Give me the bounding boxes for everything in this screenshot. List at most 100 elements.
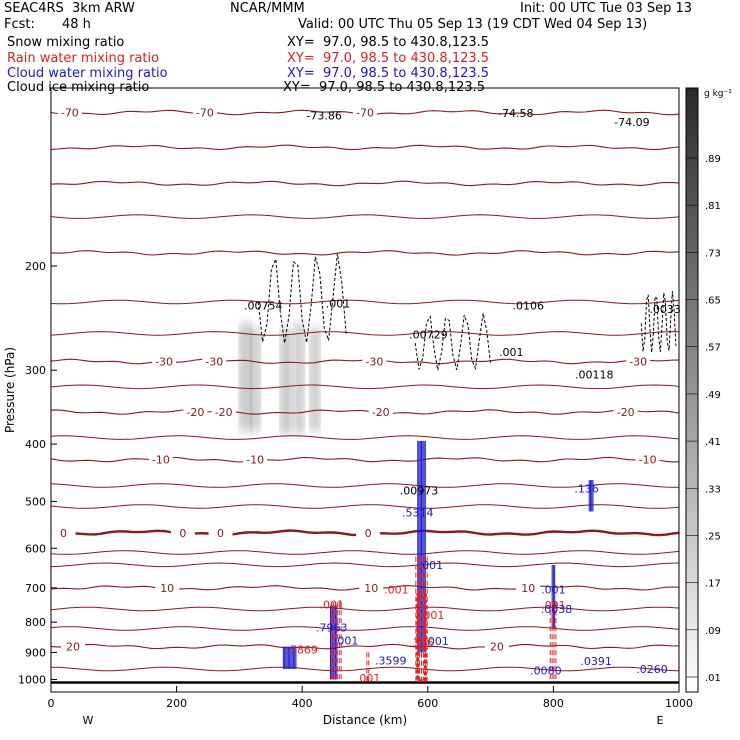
- init-time: Init: 00 UTC Tue 03 Sep 13: [520, 1, 693, 16]
- field-legend-cloud-water: Cloud water mixing ratio: [7, 66, 168, 81]
- temperature-contour-20: [51, 643, 679, 650]
- field-value-label-14: .001: [384, 583, 409, 596]
- temperature-contour-line-7: [51, 550, 679, 555]
- snow-shading-layer: [239, 323, 320, 435]
- contour-label--30-0: -30: [155, 355, 173, 368]
- colorbar-tick-label-1: .81: [705, 201, 721, 212]
- field-value-label-12: .136: [574, 483, 599, 496]
- field-value-label-16: .001: [541, 599, 566, 612]
- contour-label-10-0: 10: [160, 582, 174, 595]
- colorbar-tick-label-7: .33: [705, 484, 721, 495]
- temperature-contour-line-11: [51, 666, 679, 672]
- colorbar-tick-label-5: .49: [705, 390, 721, 401]
- field-value-label-15: .001: [541, 583, 566, 596]
- y-tick-label-900: 900: [25, 646, 46, 659]
- contour-label-20-1: 20: [490, 641, 504, 654]
- contour-label--10-1: -10: [246, 454, 264, 467]
- contour-label-bg: [152, 355, 177, 368]
- x-tick-label-200: 200: [166, 697, 187, 710]
- contour-label-10-1: 10: [364, 582, 378, 595]
- colorbar-tick-label-0: .89: [705, 154, 721, 165]
- temperature-contour-line-9: [51, 606, 679, 612]
- field-value-label-21: .001: [334, 635, 359, 648]
- rain-core: [416, 593, 427, 683]
- hydrometeor-contour-layer: [257, 253, 677, 683]
- contour-labels-layer: -70 -70 -70 -30 -30 -30 -30 -20 -20 -20 -20 -10 -10 -…: [51, 106, 681, 685]
- forecast-hours: 48 h: [62, 17, 91, 32]
- x-tick-label-600: 600: [417, 697, 438, 710]
- field-legend-snow: Snow mixing ratio: [7, 35, 125, 50]
- temperature-contour-line-5: [51, 483, 679, 488]
- temperature-contour--60: [51, 144, 679, 151]
- field-value-label-25: .7869: [286, 644, 318, 657]
- field-value-label-23: .396: [409, 637, 434, 650]
- contour-label-bg: [57, 106, 82, 119]
- temperature-contour--20: [51, 409, 679, 415]
- contour-label--70-2: -70: [356, 106, 374, 119]
- contour-label-bg: [60, 640, 85, 653]
- contour-label--10-2: -10: [639, 454, 657, 467]
- contour-label-20-0: 20: [66, 641, 80, 654]
- temperature-contour--10: [51, 456, 679, 463]
- contour-label-bg: [368, 405, 393, 418]
- contour-label-bg: [353, 106, 377, 119]
- colorbar-tick-label-2: .73: [705, 248, 721, 259]
- field-value-label-19: .001: [420, 609, 445, 622]
- temperature-contour-line-6: [51, 504, 679, 509]
- contour-label-bg: [356, 526, 381, 539]
- contour-label--30-3: -30: [629, 355, 647, 368]
- colorbar-tick-label-8: .25: [705, 531, 721, 542]
- colorbar-tick-label-10: .09: [705, 626, 721, 637]
- field-value-label-22: .001: [424, 635, 449, 648]
- contour-label-10-2: 10: [521, 582, 535, 595]
- field-value-label-20: .7963: [316, 622, 348, 635]
- temperature-contour-line-2: [51, 331, 679, 336]
- field-xy-cloud-water: XY= 97.0, 98.5 to 430.8,123.5: [287, 66, 490, 81]
- organization: NCAR/MMM: [230, 1, 305, 16]
- cloud-ice-contour-1: [414, 313, 492, 371]
- temperature-contour--40: [51, 250, 679, 256]
- field-value-label-13: .001: [419, 559, 444, 572]
- colorbar-tick-label-6: .41: [705, 437, 721, 448]
- contour-label--20-0: -20: [186, 406, 204, 419]
- temperature-contour-line-8: [51, 562, 679, 568]
- temperature-contour-line-0: [51, 214, 679, 219]
- x-axis-west-label: W: [83, 714, 94, 727]
- contour-label-0-0: 0: [60, 527, 67, 540]
- y-tick-label-200: 200: [25, 260, 46, 273]
- contour-label-bg: [243, 453, 268, 466]
- contour-label-bg: [613, 405, 638, 418]
- field-legend-rain: Rain water mixing ratio: [7, 51, 160, 66]
- x-axis-title: Distance (km): [323, 713, 407, 727]
- contour-label--30-1: -30: [205, 355, 223, 368]
- snow-shade-0: [239, 323, 252, 431]
- field-value-label-3: .00754: [244, 300, 283, 313]
- cloud-ice-contour-2: [640, 290, 677, 353]
- snow-shade-2: [280, 328, 293, 435]
- field-value-label-17: .0038: [541, 603, 573, 616]
- contour-label-bg: [192, 106, 217, 119]
- colorbar-tick-label-4: .57: [705, 343, 721, 354]
- contour-label-bg: [635, 453, 660, 466]
- contour-label-0-2: 0: [217, 527, 224, 540]
- y-tick-label-500: 500: [25, 495, 46, 508]
- temperature-contour-line-3: [51, 384, 679, 390]
- field-value-label-6: .0106: [513, 300, 545, 313]
- field-value-label-9: .00118: [575, 369, 614, 382]
- contour-label-0-3: 0: [365, 527, 372, 540]
- contour-label-bg: [484, 640, 509, 653]
- contour-label-bg: [211, 405, 236, 418]
- field-value-label-10: .00973: [400, 485, 439, 498]
- contour-label-bg: [51, 526, 76, 539]
- contour-label--10-0: -10: [152, 454, 170, 467]
- colorbar-tick-label-11: .01: [705, 673, 721, 684]
- contour-label-bg: [202, 355, 227, 368]
- colorbar-unit: g kg⁻¹: [704, 89, 732, 99]
- contour-label-bg: [183, 405, 208, 418]
- y-tick-label-1000: 1000: [18, 673, 46, 686]
- snow-shade-4: [309, 328, 320, 431]
- project-title: SEAC4RS 3km ARW: [4, 1, 135, 16]
- contour-label-bg: [170, 526, 195, 539]
- field-value-label-5: .00729: [409, 328, 448, 341]
